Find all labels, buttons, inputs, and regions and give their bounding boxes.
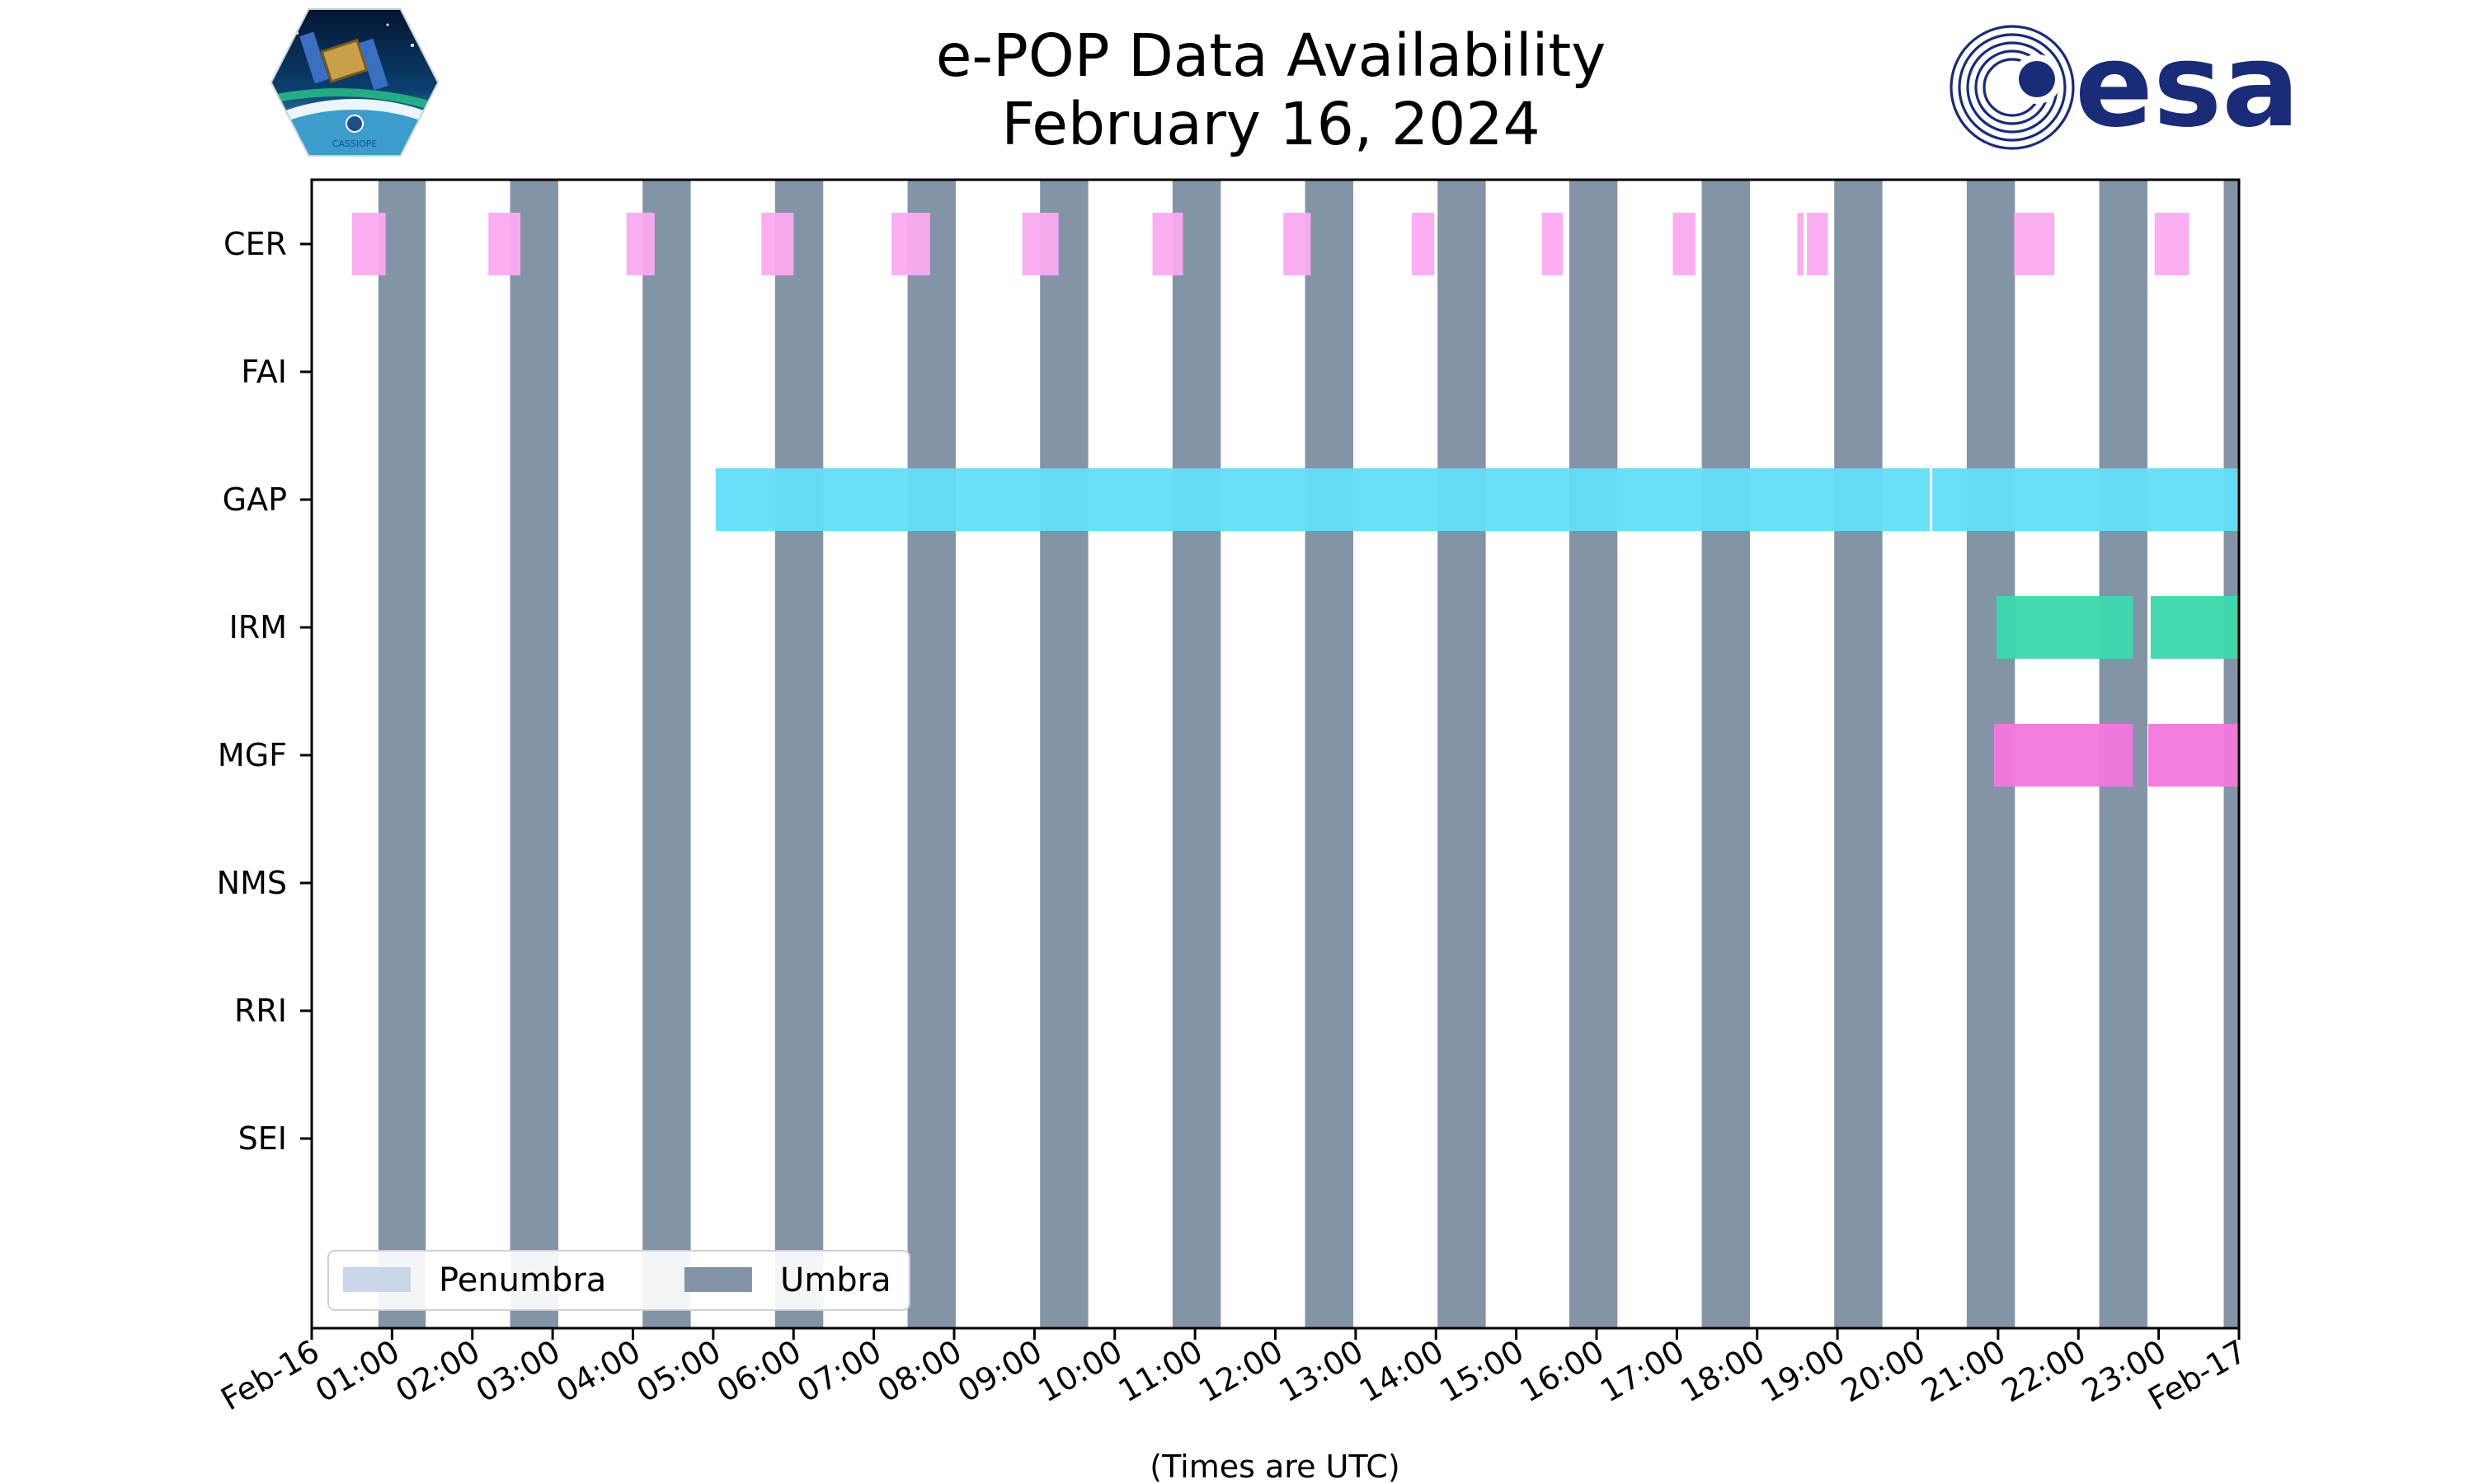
x-tick-label-19: 19:00: [1755, 1333, 1851, 1410]
bar-cer-8: [1412, 213, 1435, 275]
series-layer: [351, 213, 2239, 787]
x-tick-label-22: 22:00: [1996, 1333, 2092, 1410]
x-tick-label-10: 10:00: [1032, 1333, 1128, 1410]
x-tick-label-7: 07:00: [791, 1333, 887, 1410]
bar-cer-0: [351, 213, 386, 275]
legend-umbra-label: Umbra: [780, 1261, 891, 1299]
bar-cer-12: [1807, 213, 1828, 275]
legend-umbra-swatch: [684, 1267, 752, 1292]
umbra-band-1: [510, 180, 558, 1328]
esa-logo: esa: [1950, 19, 2300, 153]
y-tick-label-fai: FAI: [241, 354, 287, 390]
bar-cer-13: [2014, 213, 2055, 275]
y-tick-label-mgf: MGF: [218, 737, 287, 773]
x-tick-label-17: 17:00: [1594, 1333, 1691, 1410]
x-tick-label-2: 02:00: [389, 1333, 486, 1410]
umbra-band-4: [907, 180, 956, 1328]
plot-area: [312, 180, 2239, 1328]
bar-mgf-1: [2147, 724, 2239, 787]
bar-irm-0: [1996, 596, 2133, 659]
legend: Penumbra Umbra: [327, 1250, 910, 1311]
bar-cer-4: [891, 213, 930, 275]
bar-gap-1: [1932, 468, 2239, 531]
umbra-band-7: [1305, 180, 1353, 1328]
umbra-band-11: [1834, 180, 1883, 1328]
bar-cer-1: [488, 213, 521, 275]
umbra-band-10: [1701, 180, 1750, 1328]
bar-cer-5: [1022, 213, 1059, 275]
bar-cer-3: [761, 213, 794, 275]
umbra-band-5: [1040, 180, 1089, 1328]
x-tick-label-3: 03:00: [470, 1333, 567, 1410]
x-tick-label-5: 05:00: [631, 1333, 727, 1410]
umbra-band-9: [1569, 180, 1618, 1328]
x-tick-label-16: 16:00: [1514, 1333, 1611, 1410]
umbra-band-8: [1437, 180, 1486, 1328]
x-axis: Feb-1601:0002:0003:0004:0005:0006:0007:0…: [214, 1328, 2253, 1418]
esa-wordmark: esa: [2075, 19, 2300, 153]
legend-box: [327, 1250, 910, 1311]
x-tick-label-21: 21:00: [1916, 1333, 2012, 1410]
bar-mgf-0: [1994, 724, 2133, 787]
x-tick-label-1: 01:00: [309, 1333, 406, 1410]
x-tick-label-12: 12:00: [1192, 1333, 1289, 1410]
bar-cer-2: [626, 213, 655, 275]
bar-gap-0: [715, 468, 1931, 531]
bar-cer-6: [1152, 213, 1183, 275]
x-tick-label-0: Feb-16: [214, 1333, 325, 1418]
x-tick-label-15: 15:00: [1433, 1333, 1530, 1410]
chart-title-line-2: February 16, 2024: [1001, 90, 1540, 158]
umbra-layer: [378, 180, 2239, 1328]
esa-swirl-icon: [1950, 25, 2075, 150]
legend-penumbra-label: Penumbra: [439, 1261, 606, 1299]
x-tick-label-18: 18:00: [1674, 1333, 1771, 1410]
y-tick-label-rri: RRI: [234, 993, 287, 1029]
umbra-band-3: [774, 180, 824, 1328]
bar-cer-14: [2154, 213, 2189, 275]
umbra-band-6: [1172, 180, 1221, 1328]
umbra-band-0: [378, 180, 426, 1328]
y-axis: CER FAI GAP IRM MGF NMS RRI SEI: [217, 226, 312, 1157]
y-tick-label-sei: SEI: [238, 1120, 287, 1157]
y-tick-label-gap: GAP: [223, 481, 287, 518]
x-tick-label-6: 06:00: [711, 1333, 807, 1410]
umbra-band-2: [642, 180, 691, 1328]
x-tick-label-14: 14:00: [1353, 1333, 1450, 1410]
x-tick-label-4: 04:00: [550, 1333, 647, 1410]
bar-cer-10: [1672, 213, 1696, 275]
x-tick-label-8: 08:00: [872, 1333, 968, 1410]
legend-penumbra-swatch: [343, 1267, 411, 1292]
x-tick-label-11: 11:00: [1112, 1333, 1209, 1410]
bar-cer-11: [1797, 213, 1804, 275]
bar-irm-1: [2150, 596, 2239, 659]
x-tick-label-20: 20:00: [1835, 1333, 1931, 1410]
y-tick-label-nms: NMS: [217, 865, 287, 901]
x-tick-label-9: 09:00: [952, 1333, 1048, 1410]
y-tick-label-irm: IRM: [229, 609, 287, 646]
x-axis-label: (Times are UTC): [1150, 1449, 1399, 1484]
cassiope-logo-text: CASSIOPE: [332, 139, 378, 149]
x-tick-label-13: 13:00: [1273, 1333, 1370, 1410]
bar-cer-9: [1541, 213, 1564, 275]
chart-title-line-1: e-POP Data Availability: [936, 21, 1606, 90]
y-tick-label-cer: CER: [223, 226, 287, 262]
bar-cer-7: [1283, 213, 1311, 275]
